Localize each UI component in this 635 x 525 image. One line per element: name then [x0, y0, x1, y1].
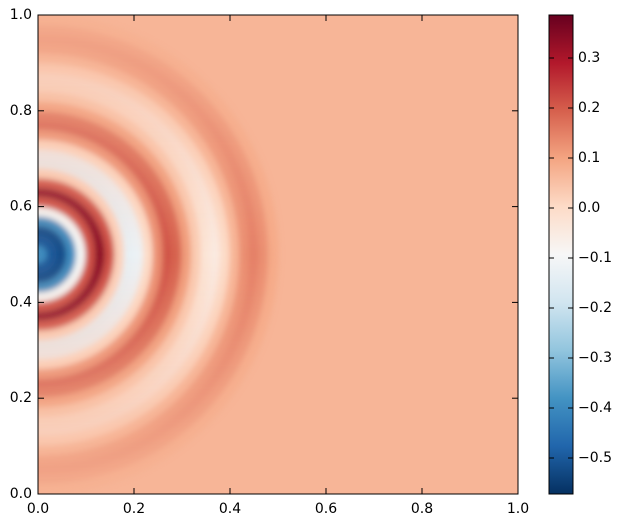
- colorbar-tick-label: 0.0: [578, 200, 600, 216]
- y-tick-label: 0.0: [10, 486, 32, 502]
- x-tick-label: 0.6: [315, 501, 337, 517]
- field-ring: [38, 177, 116, 332]
- axes: 0.0 0.2 0.4 0.6 0.8 1.0 0.0 0.2 0.4 0.6 0.8 1.0 −0.5…: [10, 7, 612, 517]
- y-tick-label: 0.4: [10, 294, 32, 310]
- colorbar-tick-label: 0.1: [578, 150, 600, 166]
- field-rings: [38, 15, 279, 494]
- field-ring: [38, 138, 154, 371]
- y-tick-label: 0.2: [10, 390, 32, 406]
- y-tick-label: 1.0: [10, 7, 32, 23]
- field-ring: [38, 23, 269, 486]
- field-ring: [38, 186, 106, 323]
- field-ring: [38, 167, 125, 342]
- field-ring: [38, 129, 164, 380]
- colorbar-tick-label: −0.4: [578, 400, 612, 416]
- x-tick-label: 1.0: [507, 501, 529, 517]
- field-ring: [38, 81, 212, 428]
- field-ring: [38, 42, 250, 467]
- y-tick-label: 0.6: [10, 199, 32, 215]
- colorbar-tick-label: −0.2: [578, 300, 612, 316]
- field-ring: [38, 148, 145, 361]
- field-ring: [38, 33, 260, 476]
- heatmap: [38, 15, 518, 494]
- field-ring: [38, 15, 279, 494]
- field-ring: [38, 225, 68, 284]
- x-tick-label: 0.0: [27, 501, 49, 517]
- colorbar-tick-label: 0.2: [578, 100, 600, 116]
- y-tick-label: 0.8: [10, 103, 32, 119]
- field-ring: [38, 234, 58, 275]
- field-ring: [38, 100, 193, 409]
- colorbar-tick-label: −0.3: [578, 350, 612, 366]
- colorbar-tick-label: 0.3: [578, 50, 600, 66]
- field-ring: [38, 71, 221, 438]
- field-ring: [38, 52, 241, 457]
- field-ring: [38, 90, 202, 419]
- colorbar-frame: [548, 14, 574, 495]
- x-tick-label: 0.2: [123, 501, 145, 517]
- x-tick-label: 0.8: [411, 501, 433, 517]
- x-tick-label: 0.4: [219, 501, 241, 517]
- field-ring: [38, 119, 173, 390]
- field-ring: [38, 158, 135, 351]
- field-ring: [38, 215, 77, 294]
- field-ring: [38, 196, 97, 313]
- colorbar: [549, 15, 573, 494]
- colorbar-tick-label: −0.1: [578, 250, 612, 266]
- field-ring: [38, 62, 231, 447]
- plot-frame: [37, 14, 519, 495]
- field-ring: [38, 110, 183, 399]
- colorbar-tick-label: −0.5: [578, 450, 612, 466]
- field-ring: [38, 206, 87, 303]
